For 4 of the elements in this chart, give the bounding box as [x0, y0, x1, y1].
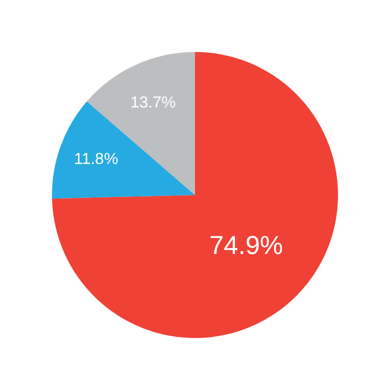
data-label: 13.7%: [130, 94, 176, 112]
pie-slice: [52, 52, 338, 338]
data-label: 74.9%: [209, 230, 284, 260]
data-label: 11.8%: [74, 151, 118, 168]
